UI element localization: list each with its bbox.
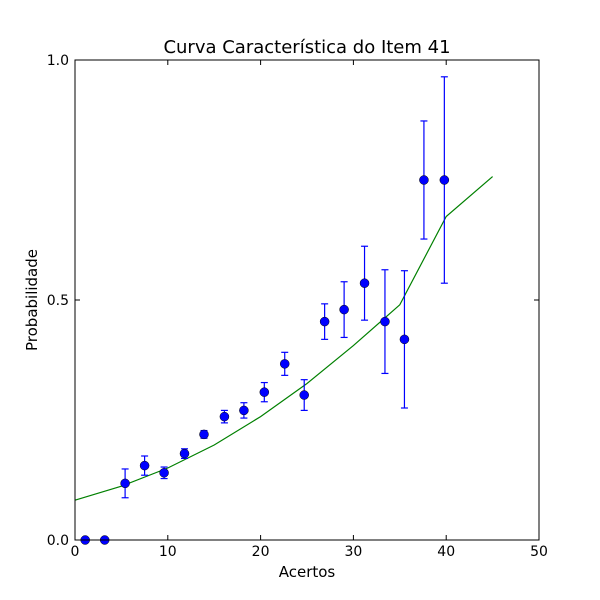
- y-tick-label: 1.0: [47, 53, 69, 69]
- data-point: [120, 478, 130, 489]
- y-tick-label: 0.5: [47, 293, 69, 309]
- chart-title: Curva Característica do Item 41: [163, 37, 450, 58]
- data-point: [219, 411, 230, 422]
- plot-frame: [74, 59, 540, 541]
- data-point: [359, 278, 370, 288]
- y-axis-label: Probabilidade: [23, 249, 41, 351]
- data-point: [419, 175, 429, 185]
- x-tick-label: 40: [437, 544, 455, 560]
- data-point: [159, 468, 169, 478]
- x-tick-label: 0: [71, 544, 80, 560]
- data-point: [399, 334, 410, 345]
- data-point: [279, 359, 290, 369]
- x-axis-label: Acertos: [279, 563, 336, 581]
- y-tick-label: 0.0: [47, 533, 69, 549]
- data-point: [439, 175, 450, 185]
- model-curve-line: [74, 176, 493, 501]
- data-point: [239, 405, 249, 416]
- x-tick-label: 10: [159, 544, 177, 560]
- x-tick-label: 20: [252, 544, 270, 560]
- data-point: [199, 429, 209, 440]
- data-point: [259, 387, 270, 397]
- x-tick-label: 30: [344, 544, 362, 560]
- plot-area: 0 10 20 30 40 50 0.0 0.5 1.0: [47, 53, 548, 560]
- data-point: [380, 316, 390, 327]
- x-tick-label: 50: [530, 544, 548, 560]
- data-point: [179, 448, 190, 459]
- data-point: [299, 390, 309, 400]
- data-point: [339, 304, 349, 315]
- data-point: [319, 316, 330, 327]
- data-point: [139, 460, 150, 471]
